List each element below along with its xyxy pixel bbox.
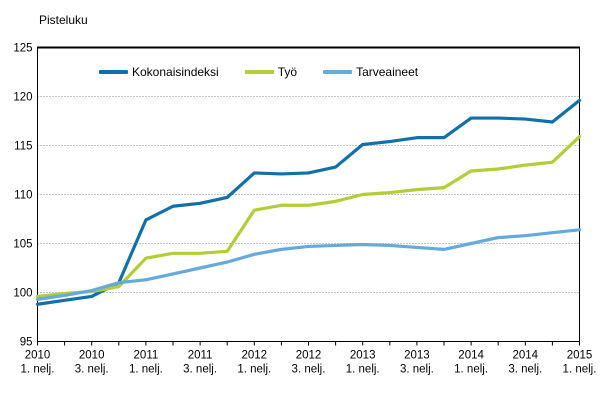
legend-label: Työ [277,65,298,79]
y-axis-tick-label: 120 [13,92,32,104]
chart-title: Pisteluku [39,13,88,27]
legend-label: Tarveaineet [356,65,419,79]
x-axis-tick-label: 2012 1. nelj. [237,350,271,376]
y-axis-tick-label: 125 [13,43,32,55]
legend-label: Kokonaisindeksi [132,65,219,79]
x-axis-tick-label: 2013 3. nelj. [400,350,434,376]
x-axis-tick-label: 2010 1. nelj. [21,350,55,376]
legend-swatch-tyo-icon [244,70,274,74]
x-axis-tick-label: 2012 3. nelj. [292,350,326,376]
x-axis-tick-label: 2014 1. nelj. [454,350,488,376]
legend-item-tyo: Työ [244,65,298,79]
x-axis-tick-label: 2011 3. nelj. [183,350,217,376]
x-axis-tick-label: 2010 3. nelj. [75,350,109,376]
y-axis-tick-label: 95 [20,337,33,349]
y-axis-tick-label: 100 [13,288,32,300]
x-axis-tick-label: 2013 1. nelj. [346,350,380,376]
y-axis-tick-label: 110 [14,190,32,202]
legend-item-kokonaisindeksi: Kokonaisindeksi [99,65,219,79]
legend-item-tarveaineet: Tarveaineet [323,65,418,79]
series-line-kokonaisindeksi [35,98,582,306]
legend-swatch-kokonaisindeksi-icon [99,70,128,74]
x-axis-tick-label: 2015 1. nelj. [563,350,597,376]
y-axis-tick-label: 115 [14,141,32,153]
legend-swatch-tarveaineet-icon [323,70,353,74]
x-axis-tick-label: 2014 3. nelj. [508,350,542,376]
series-line-tarveaineet [35,228,582,301]
x-axis-tick-label: 2011 1. nelj. [129,350,163,376]
series-line-ty [35,135,582,299]
y-axis-tick-label: 105 [13,239,32,251]
legend: Kokonaisindeksi Työ Tarveaineet [99,65,418,79]
